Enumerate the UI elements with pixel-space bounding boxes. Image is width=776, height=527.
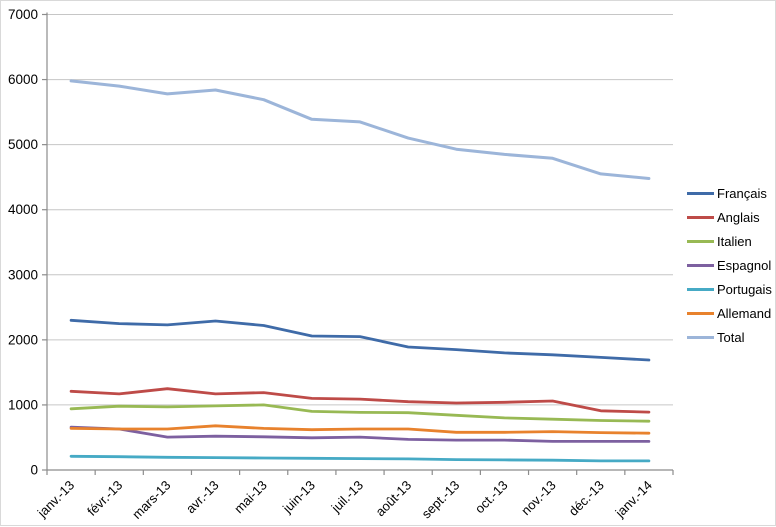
legend-swatch: [687, 311, 714, 315]
y-tick-label: 6000: [8, 72, 38, 87]
legend-swatch: [687, 215, 714, 219]
y-tick-label: 3000: [8, 267, 38, 282]
legend-label: Total: [717, 329, 745, 345]
legend-swatch: [687, 263, 714, 267]
legend-swatch: [687, 287, 714, 291]
series-line-anglais: [69, 387, 651, 414]
legend-label: Anglais: [717, 209, 760, 225]
y-tick-label: 5000: [8, 137, 38, 152]
y-tick-label: 4000: [8, 202, 38, 217]
series-lines: [69, 79, 651, 463]
chart-legend: Français Anglais Italien Espagnol Portugais A…: [687, 181, 776, 349]
series-line-allemand: [69, 424, 651, 435]
x-tick-label: sept.-13: [419, 478, 463, 522]
legend-swatch: [687, 239, 714, 243]
x-tick-label: nov.-13: [518, 478, 559, 519]
legend-item-franais: Français: [687, 181, 776, 205]
y-tick-label: 0: [30, 463, 38, 478]
legend-item-allemand: Allemand: [687, 301, 776, 325]
x-tick-label: mai-13: [231, 478, 270, 517]
legend-label: Portugais: [717, 281, 772, 297]
series-line-espagnol: [69, 425, 651, 443]
legend-label: Français: [717, 185, 767, 201]
y-tick-label: 7000: [8, 7, 38, 22]
x-axis-labels: janv.-13 févr.-13 mars-13 avr.-13 mai-13 juin…: [34, 478, 655, 522]
legend-label: Espagnol: [717, 257, 772, 273]
x-tick-label: mars-13: [129, 478, 173, 522]
series-line-total: [69, 79, 651, 180]
x-tick-label: juin-13: [279, 478, 318, 517]
legend-item-espagnol: Espagnol: [687, 253, 776, 277]
legend-label: Allemand: [717, 305, 772, 321]
x-tick-label: janv.-13: [34, 478, 77, 521]
y-tick-label: 2000: [8, 332, 38, 347]
legend-label: Italien: [717, 233, 752, 249]
x-tick-label: avr.-13: [183, 478, 222, 517]
legend-item-anglais: Anglais: [687, 205, 776, 229]
legend-item-total: Total: [687, 325, 776, 349]
axes: 0 1000 2000 3000 4000 5000 6000 7000: [8, 7, 674, 478]
legend-swatch: [687, 335, 714, 339]
x-tick-label: janv.-14: [612, 478, 655, 521]
gridlines: [47, 14, 673, 406]
x-tick-label: déc.-13: [566, 478, 607, 519]
series-line-italien: [69, 403, 651, 423]
x-tick-label: août-13: [372, 478, 414, 520]
x-tick-label: juil.-13: [328, 478, 366, 516]
legend-item-italien: Italien: [687, 229, 776, 253]
y-tick-label: 1000: [8, 397, 38, 412]
legend-swatch: [687, 191, 714, 195]
x-tick-label: oct.-13: [472, 478, 511, 517]
x-tick-label: févr.-13: [84, 478, 125, 519]
series-line-portugais: [69, 454, 651, 463]
series-line-franais: [69, 318, 651, 362]
legend-item-portugais: Portugais: [687, 277, 776, 301]
